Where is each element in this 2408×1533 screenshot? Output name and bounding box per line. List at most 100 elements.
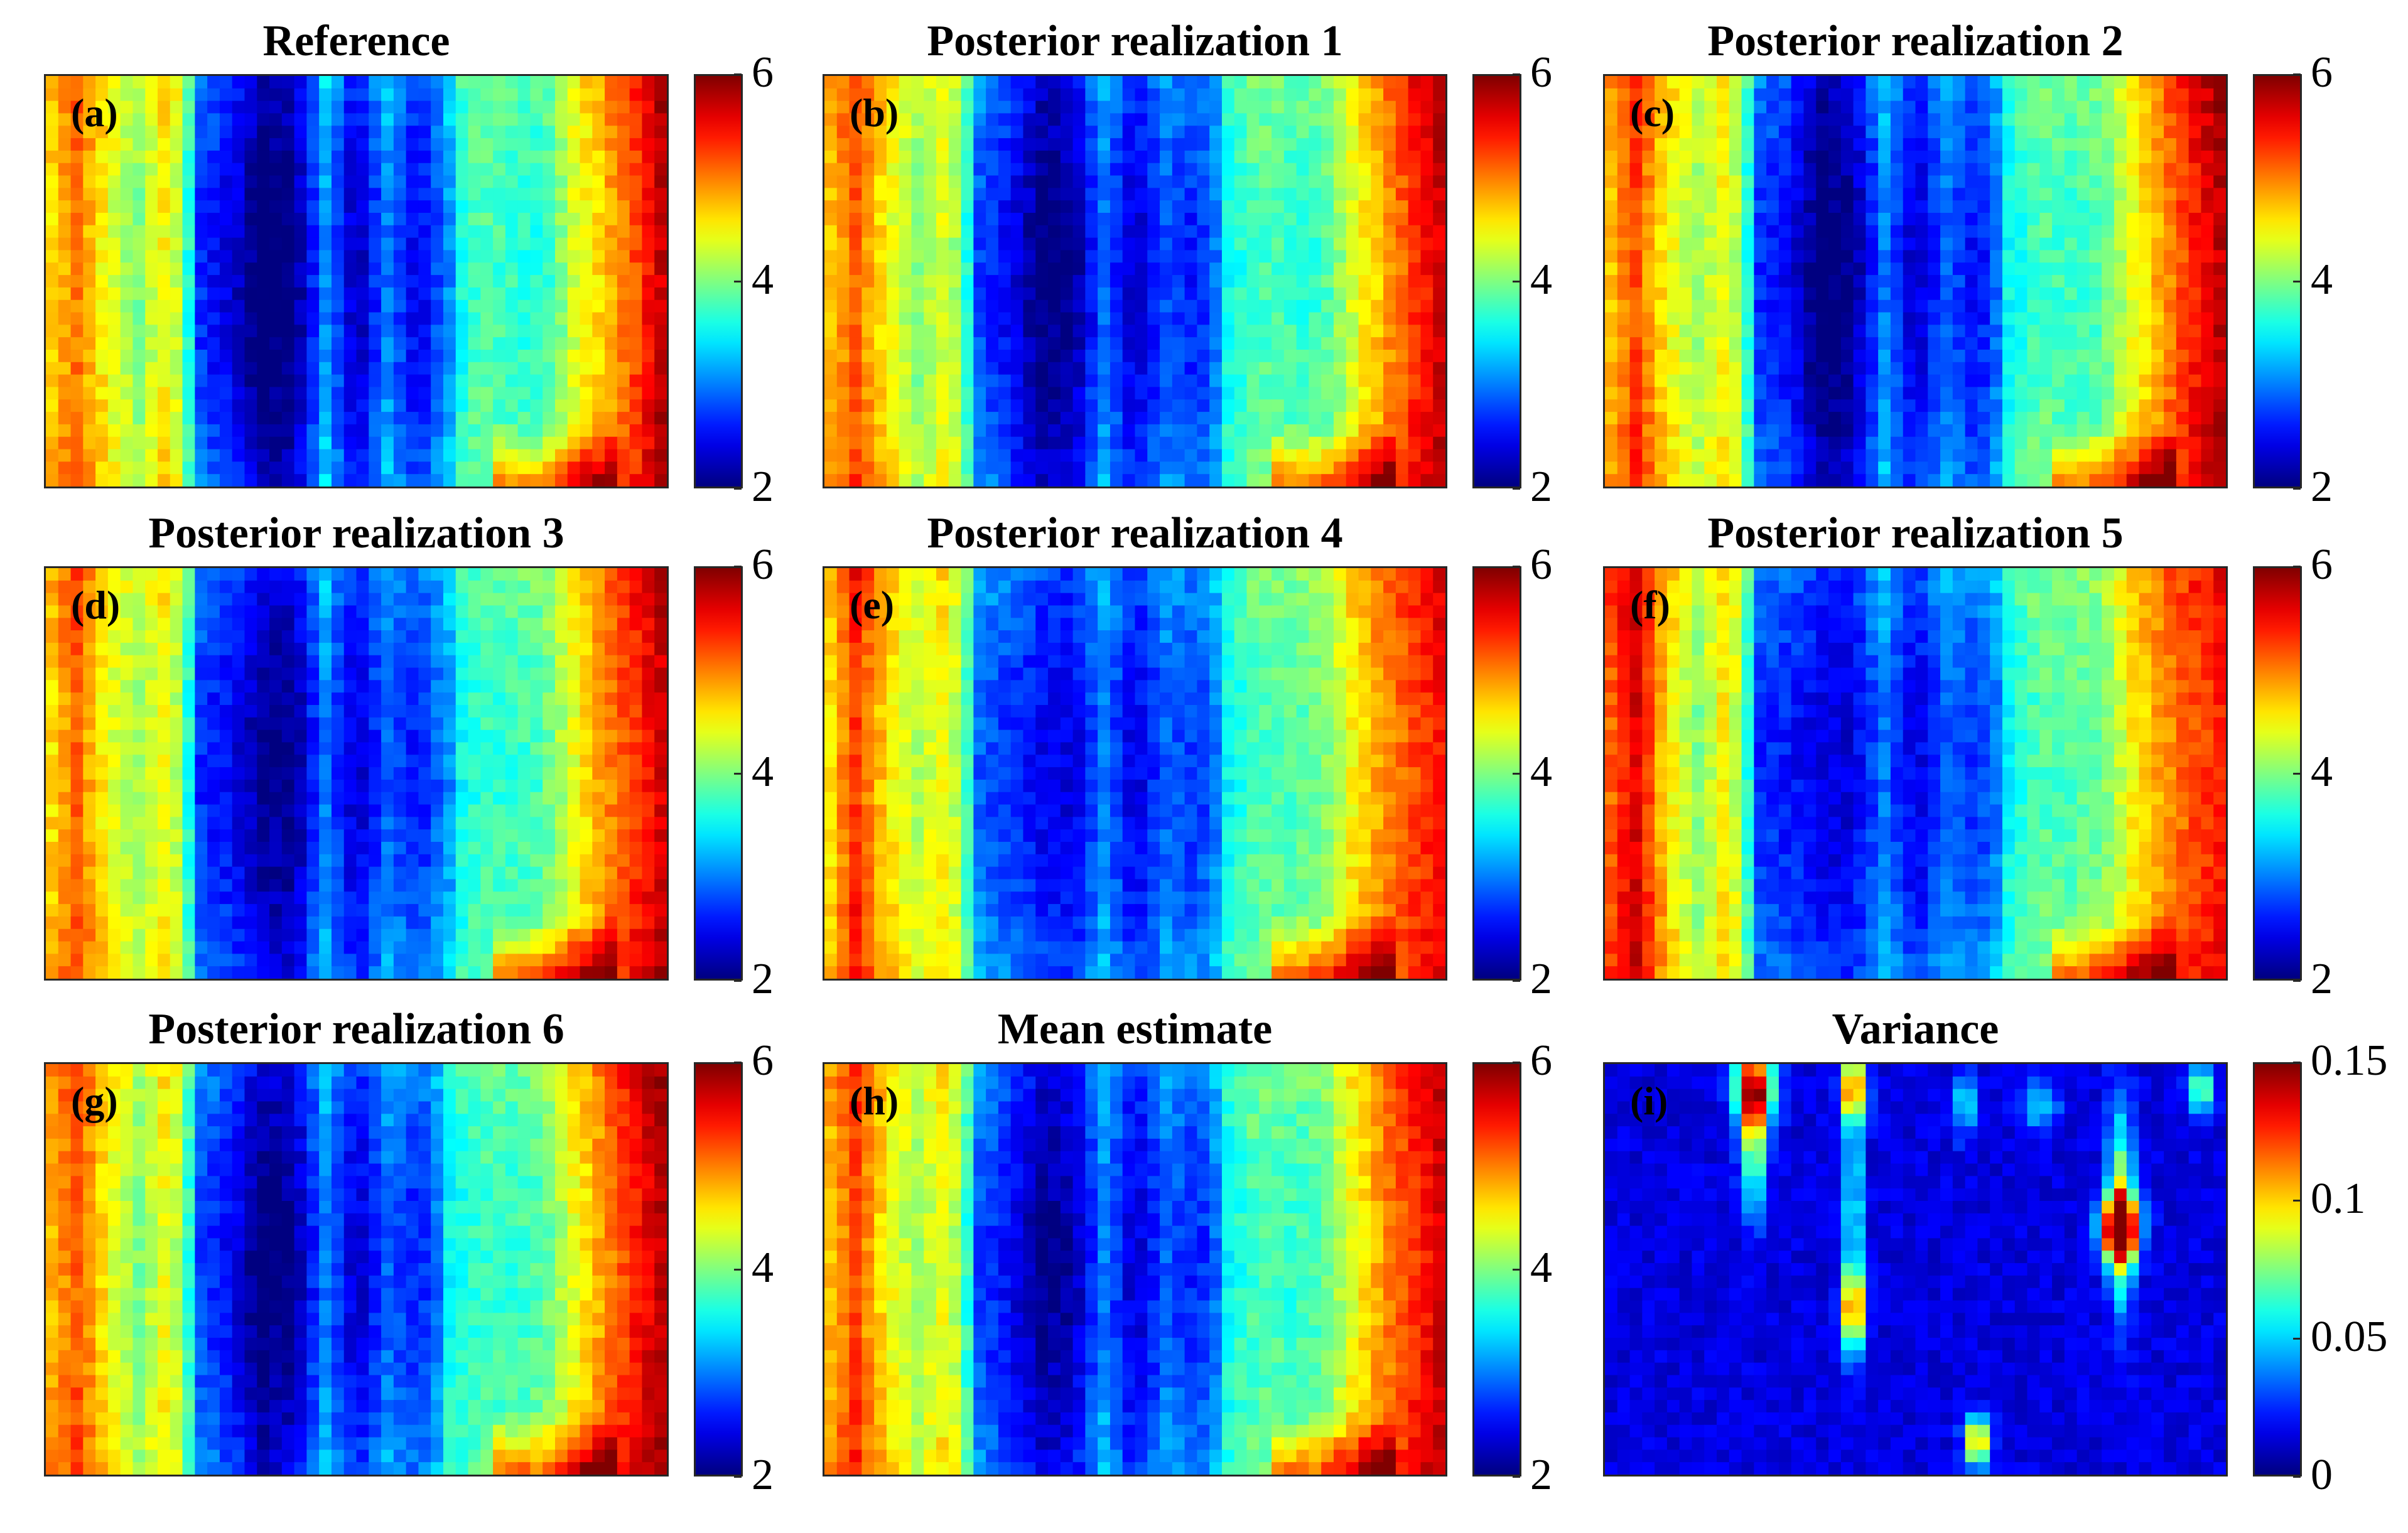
- heatmap-cell: [468, 237, 482, 251]
- heatmap-cell: [2139, 362, 2152, 375]
- heatmap-cell: [1940, 275, 1953, 288]
- heatmap-cell: [1965, 461, 1979, 475]
- heatmap-cell: [642, 138, 656, 151]
- heatmap-cell: [356, 325, 370, 338]
- heatmap-cell: [1915, 100, 1929, 114]
- heatmap-cell: [2002, 337, 2016, 350]
- heatmap-cell: [1221, 237, 1235, 251]
- heatmap-cell: [1666, 325, 1680, 338]
- heatmap-cell: [1135, 449, 1148, 463]
- heatmap-cell: [1803, 163, 1817, 176]
- heatmap-cell: [132, 225, 146, 239]
- heatmap-cell: [1666, 362, 1680, 375]
- heatmap-cell: [899, 237, 912, 251]
- heatmap-cell: [381, 88, 394, 102]
- heatmap-cell: [874, 126, 887, 139]
- heatmap-cell: [1692, 362, 1705, 375]
- heatmap-cell: [1333, 387, 1347, 401]
- heatmap-cell: [480, 337, 494, 350]
- heatmap-cell: [1420, 325, 1434, 338]
- heatmap-cell: [406, 299, 419, 313]
- heatmap-cell: [973, 188, 986, 201]
- heatmap-cell: [936, 312, 949, 326]
- heatmap-cell: [257, 474, 270, 487]
- heatmap-cell: [343, 287, 357, 301]
- heatmap-cell: [1840, 436, 1854, 450]
- heatmap-cell: [369, 436, 382, 450]
- heatmap-cell: [493, 76, 506, 89]
- heatmap-cell: [83, 175, 96, 189]
- heatmap-cell: [1791, 76, 1805, 89]
- heatmap-cell: [1766, 337, 1779, 350]
- heatmap-cell: [170, 175, 183, 189]
- heatmap-cell: [1283, 175, 1297, 189]
- heatmap-cell: [1010, 474, 1024, 487]
- heatmap-cell: [1828, 188, 1842, 201]
- heatmap-cell: [1160, 312, 1173, 326]
- heatmap-cell: [505, 113, 519, 127]
- heatmap-cell: [1147, 350, 1160, 363]
- heatmap-cell: [2126, 88, 2140, 102]
- heatmap-cell: [393, 188, 407, 201]
- heatmap-cell: [654, 100, 667, 114]
- heatmap-cell: [294, 113, 308, 127]
- heatmap-cell: [530, 412, 543, 425]
- heatmap-cell: [1098, 461, 1111, 475]
- heatmap-cell: [936, 424, 949, 438]
- heatmap-cell: [468, 200, 482, 213]
- heatmap-cell: [1358, 474, 1372, 487]
- heatmap-cell: [83, 100, 96, 114]
- heatmap-cell: [2188, 424, 2202, 438]
- heatmap-cell: [1122, 250, 1136, 264]
- heatmap-cell: [1754, 175, 1767, 189]
- heatmap-cell: [1184, 163, 1198, 176]
- heatmap-cell: [1172, 76, 1185, 89]
- heatmap-cell: [1184, 126, 1198, 139]
- heatmap-cell: [567, 126, 581, 139]
- heatmap-cell: [899, 88, 912, 102]
- heatmap-cell: [2164, 350, 2177, 363]
- heatmap-cell: [1990, 88, 2003, 102]
- heatmap-cell: [1147, 175, 1160, 189]
- heatmap-cell: [1692, 474, 1705, 487]
- heatmap-cell: [517, 138, 531, 151]
- heatmap-cell: [1666, 100, 1680, 114]
- heatmap-cell: [1754, 100, 1767, 114]
- heatmap-cell: [924, 262, 937, 276]
- heatmap-cell: [1766, 150, 1779, 164]
- heatmap-cell: [1433, 325, 1445, 338]
- heatmap-cell: [580, 350, 593, 363]
- heatmap-cell: [543, 312, 556, 326]
- heatmap-cell: [936, 200, 949, 213]
- heatmap-cell: [1060, 461, 1074, 475]
- heatmap-cell: [2151, 200, 2164, 213]
- heatmap-cell: [2176, 325, 2189, 338]
- heatmap-cell: [58, 76, 72, 89]
- heatmap-cell: [1754, 200, 1767, 213]
- heatmap-cell: [1122, 163, 1136, 176]
- heatmap-cell: [1629, 424, 1643, 438]
- heatmap-cell: [849, 350, 863, 363]
- heatmap-cell: [1816, 337, 1829, 350]
- heatmap-cell: [554, 100, 568, 114]
- heatmap-cell: [1940, 299, 1953, 313]
- heatmap-cell: [1160, 262, 1173, 276]
- heatmap-cell: [1110, 337, 1123, 350]
- heatmap-cell: [1717, 163, 1730, 176]
- heatmap-cell: [170, 113, 183, 127]
- heatmap-cell: [1098, 436, 1111, 450]
- heatmap-cell: [1940, 138, 1953, 151]
- heatmap-cell: [219, 225, 233, 239]
- heatmap-cell: [1035, 350, 1049, 363]
- heatmap-cell: [2164, 424, 2177, 438]
- heatmap-cell: [1271, 225, 1285, 239]
- heatmap-cell: [1729, 337, 1742, 350]
- heatmap-cell: [207, 275, 220, 288]
- heatmap-cell: [1383, 237, 1396, 251]
- heatmap-cell: [1940, 461, 1953, 475]
- heatmap-cell: [861, 262, 875, 276]
- heatmap-cell: [654, 237, 667, 251]
- heatmap-cell: [1209, 362, 1223, 375]
- heatmap-cell: [1840, 188, 1854, 201]
- heatmap-cell: [1642, 461, 1655, 475]
